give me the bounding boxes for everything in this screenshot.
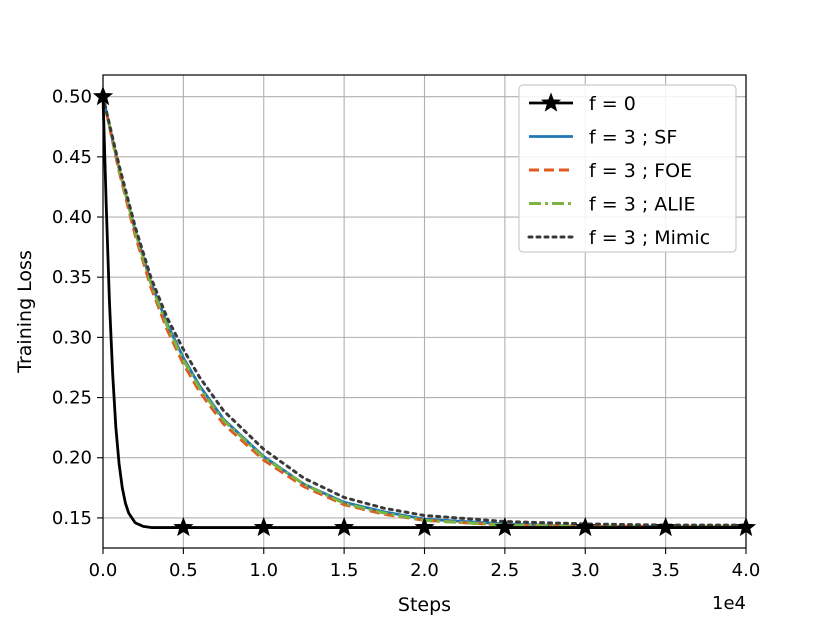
series-lines [92,86,757,537]
data-point-star [494,516,515,537]
x-tick-label: 2.0 [410,560,439,581]
legend-label: f = 0 [589,93,636,115]
y-tick-label: 0.40 [52,207,92,228]
legend-label: f = 3 ; SF [589,127,677,149]
data-point-star [253,516,274,537]
y-tick-label: 0.50 [52,87,92,108]
x-axis-title: Steps [398,594,451,616]
data-point-star [173,516,194,537]
x-tick-label: 3.0 [571,560,600,581]
data-point-star [414,516,435,537]
y-tick-label: 0.20 [52,448,92,469]
y-tick-label: 0.15 [52,508,92,529]
data-point-star [334,516,355,537]
legend-label: f = 3 ; Mimic [589,227,710,249]
x-axis-offset-label: 1e4 [712,593,746,614]
y-tick-label: 0.45 [52,147,92,168]
series-line-4 [101,95,748,527]
legend-star-marker [540,92,562,112]
x-tick-label: 1.5 [330,560,359,581]
y-tick-label: 0.35 [52,267,92,288]
data-point-star [575,516,596,537]
series-line-3 [101,96,746,528]
y-tick-label: 0.30 [52,327,92,348]
x-tick-label: 0.5 [169,560,198,581]
legend-box [518,84,737,253]
axis-ticks: 0.0 0.5 1.0 1.5 2.0 2.5 3.0 3.5 4.0 0.15 0.20 0.25 0… [52,87,760,581]
series-line-2 [101,96,746,528]
legend: f = 0 f = 3 ; SF f = 3 ; FOE f = 3 ; ALIE f … [518,84,737,253]
series-line-0 [101,96,746,529]
x-tick-label: 3.5 [651,560,680,581]
y-tick-label: 0.25 [52,388,92,409]
grid-lines [102,75,747,548]
data-point-star [655,516,676,537]
x-tick-label: 2.5 [491,560,520,581]
legend-label: f = 3 ; ALIE [589,194,695,216]
legend-label: f = 3 ; FOE [589,160,692,182]
x-tick-label: 4.0 [732,560,761,581]
y-axis-title: Training Loss [14,250,36,374]
x-tick-label: 1.0 [249,560,278,581]
x-tick-label: 0.0 [89,560,118,581]
